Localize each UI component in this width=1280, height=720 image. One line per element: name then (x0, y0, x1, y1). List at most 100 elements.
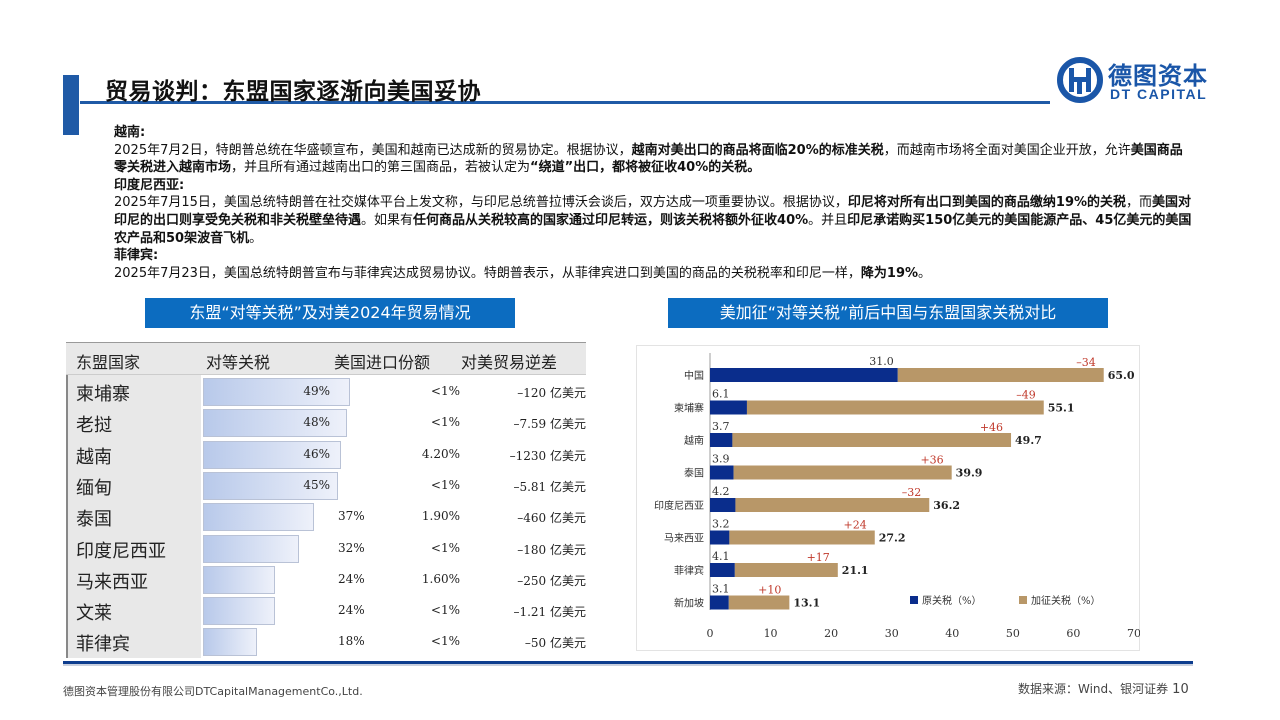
original-tariff-label: 3.2 (712, 518, 730, 531)
table-header-deficit: 对美贸易逆差 (461, 353, 558, 372)
bar-added-tariff (735, 498, 930, 512)
table-header-rate: 对等关税 (206, 353, 271, 372)
section-paragraph: 2025年7月15日，美国总统特朗普在社交媒体平台上发文称，与印尼总统普拉博沃会… (114, 194, 1194, 247)
section-heading: 印度尼西亚: (114, 177, 185, 193)
trade-deficit: –5.81 亿美元 (513, 479, 586, 494)
paragraph-text: 2025年7月23日，美国总统特朗普宣布与菲律宾达成贸易协议。特朗普表示，从菲律… (114, 265, 861, 281)
original-tariff-label: 4.1 (712, 550, 730, 563)
data-source: 数据来源：Wind、银河证券 (1018, 682, 1169, 696)
total-tariff-label: 65.0 (1108, 369, 1135, 382)
section-paragraph: 2025年7月2日，特朗普总统在华盛顿宣布，美国和越南已达成新的贸易协定。根据协… (114, 142, 1194, 177)
page-title: 贸易谈判：东盟国家逐渐向美国妥协 (105, 79, 481, 105)
section-heading: 越南: (114, 125, 146, 140)
reciprocal-tariff: 37% (338, 509, 365, 524)
table-country-column-bg (66, 342, 201, 658)
category-label: 泰国 (684, 467, 704, 480)
bar-added-tariff (732, 433, 1012, 447)
bar-original-tariff (710, 595, 729, 610)
rate-bar (203, 378, 350, 406)
reciprocal-tariff: 49% (303, 384, 330, 398)
trade-deficit: –460 亿美元 (517, 511, 586, 526)
trade-deficit: –1.21 亿美元 (513, 605, 586, 620)
total-tariff-label: 21.1 (842, 564, 869, 577)
category-label: 马来西亚 (664, 533, 704, 545)
page-number: 10 (1172, 682, 1189, 697)
paragraph-text: 。 (249, 230, 263, 246)
table-row: 印度尼西亚 32% <1% –180 亿美元 (66, 533, 586, 564)
bar-added-tariff (734, 563, 838, 577)
table-row: 泰国 37% 1.90% –460 亿美元 (66, 501, 586, 532)
logo-text-en: DT CAPITAL (1110, 86, 1208, 102)
x-tick-label: 40 (945, 627, 959, 640)
table-row: 菲律宾 18% <1% –50 亿美元 (66, 626, 586, 657)
category-label: 新加坡 (674, 597, 704, 610)
paragraph-text: ，而 (1126, 195, 1153, 211)
paragraph-text: 2025年7月2日，特朗普总统在华盛顿宣布，美国和越南已达成新的贸易协定。根据协… (114, 142, 632, 158)
trade-deficit: –180 亿美元 (517, 542, 586, 557)
reciprocal-tariff: 48% (303, 415, 330, 430)
emphasis-text: 印尼承诺购买150亿美元的美国能源产品、45亿美元的美国农产品和50架波音飞机 (114, 212, 1192, 246)
country-name: 老挝 (76, 415, 112, 437)
legend-swatch-added (1019, 596, 1027, 604)
bar-added-tariff (897, 368, 1104, 382)
paragraph-text: 。 (918, 265, 932, 281)
trade-deficit: –50 亿美元 (524, 636, 586, 651)
table-row: 马来西亚 24% 1.60% –250 亿美元 (66, 564, 586, 595)
total-tariff-label: 55.1 (1048, 402, 1075, 415)
title-underline (80, 101, 1050, 104)
table-header-share: 美国进口份额 (334, 353, 431, 372)
emphasis-text: “绕道”出口，都将被征收40%的关税。 (530, 160, 761, 176)
original-tariff-label: 3.9 (712, 453, 730, 466)
bar-added-tariff (746, 400, 1044, 415)
original-tariff-label: 3.1 (712, 583, 730, 596)
section-paragraph: 2025年7月23日，美国总统特朗普宣布与菲律宾达成贸易协议。特朗普表示，从菲律… (114, 265, 1194, 283)
x-tick-label: 0 (707, 627, 714, 640)
change-label: +46 (980, 421, 1003, 434)
total-tariff-label: 27.2 (879, 532, 906, 545)
country-name: 缅甸 (76, 477, 112, 499)
change-label: +24 (844, 519, 867, 532)
table-row: 越南 46% 4.20% –1230 亿美元 (66, 439, 586, 470)
paragraph-text: 。如果有 (361, 212, 414, 228)
rate-bar (203, 471, 338, 500)
table-row: 缅甸 45% <1% –5.81 亿美元 (66, 470, 586, 501)
category-label: 中国 (684, 369, 704, 382)
chart-section-label: 美加征“对等关税”前后中国与东盟国家关税对比 (668, 298, 1108, 328)
country-name: 文莱 (76, 603, 112, 625)
table-row: 老挝 48% <1% –7.59 亿美元 (66, 407, 586, 438)
tariff-comparison-chart: 中国 31.0 65.0 –34 柬埔寨 6.1 55.1 –49 越南 3.7 49.7 +46 泰国… (636, 345, 1140, 651)
original-tariff-label: 3.7 (712, 420, 730, 433)
x-tick-label: 30 (885, 627, 899, 640)
body-text: 越南: 2025年7月2日，特朗普总统在华盛顿宣布，美国和越南已达成新的贸易协定。… (114, 124, 1194, 282)
x-tick-label: 70 (1127, 627, 1140, 640)
category-label: 印度尼西亚 (654, 499, 704, 512)
change-label: –32 (902, 486, 922, 499)
rate-bar (203, 503, 314, 532)
change-label: –34 (1076, 356, 1096, 369)
x-tick-label: 20 (824, 627, 838, 640)
change-label: +36 (920, 454, 943, 467)
title-accent-bar (63, 75, 79, 135)
original-tariff-label: 6.1 (712, 388, 730, 401)
total-tariff-label: 36.2 (933, 499, 960, 512)
x-tick-label: 10 (764, 627, 778, 640)
bar-original-tariff (710, 400, 747, 415)
original-tariff-label: 4.2 (712, 485, 730, 498)
emphasis-text: 越南对美出口的商品将面临20%的标准关税 (631, 142, 884, 158)
bar-original-tariff (710, 563, 735, 577)
dt-capital-logo-icon (1057, 57, 1103, 103)
bar-added-tariff (728, 595, 790, 610)
trade-deficit: –7.59 亿美元 (513, 417, 586, 432)
table-section-label: 东盟“对等关税”及对美2024年贸易情况 (145, 298, 515, 328)
bar-original-tariff (710, 530, 730, 545)
emphasis-text: 美国商品零关税进入越南市场 (114, 142, 1183, 176)
bar-added-tariff (733, 465, 952, 480)
legend-swatch-original (910, 596, 918, 604)
total-tariff-label: 49.7 (1015, 434, 1042, 447)
table-header-country: 东盟国家 (76, 353, 141, 372)
paragraph-text: ，而越南市场将全面对美国企业开放，允许 (883, 142, 1131, 158)
us-import-share: 1.90% (421, 509, 460, 524)
paragraph-text: 。并且 (808, 212, 848, 228)
country-name: 马来西亚 (76, 571, 148, 593)
rate-bar (203, 597, 275, 626)
